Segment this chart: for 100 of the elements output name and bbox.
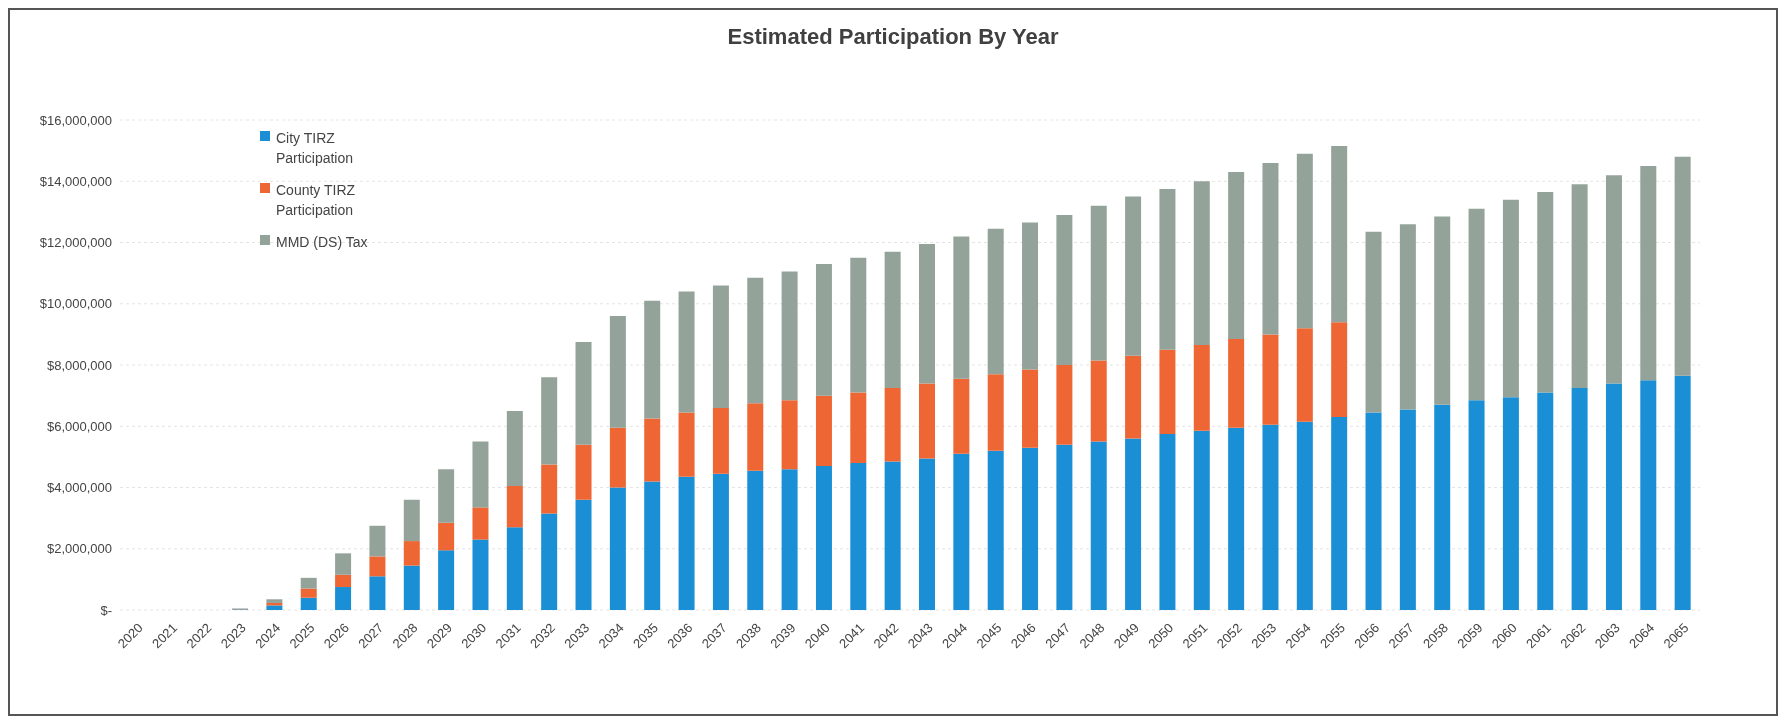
bar — [1331, 146, 1348, 323]
bar — [1468, 208, 1485, 401]
bar — [575, 342, 592, 445]
bar — [850, 392, 867, 463]
bar — [1159, 188, 1176, 350]
bar — [644, 481, 661, 610]
bar — [1502, 199, 1519, 398]
bar — [1228, 172, 1245, 339]
bar — [1193, 430, 1210, 610]
bar — [747, 470, 764, 610]
bar — [678, 412, 695, 477]
bar — [1640, 380, 1657, 610]
bar — [884, 251, 901, 388]
bar — [1502, 397, 1519, 610]
bar — [1434, 216, 1451, 405]
bar — [1537, 191, 1554, 393]
bar — [1365, 412, 1382, 610]
bar — [541, 377, 558, 465]
bar — [266, 605, 283, 610]
bar — [1228, 427, 1245, 610]
bar — [438, 550, 455, 610]
bar — [987, 228, 1004, 375]
bar — [575, 444, 592, 500]
bar — [1640, 165, 1657, 381]
bar — [747, 277, 764, 404]
bar — [712, 285, 729, 408]
bar — [1056, 444, 1073, 610]
bar — [1399, 409, 1416, 610]
bar — [1056, 214, 1073, 365]
bar — [1365, 231, 1382, 413]
bar — [644, 418, 661, 482]
bar — [335, 553, 352, 575]
y-tick-label: $4,000,000 — [46, 480, 112, 496]
bar — [1605, 175, 1622, 384]
bar — [1262, 162, 1279, 335]
bar — [678, 291, 695, 413]
bar — [472, 539, 489, 610]
bar — [1537, 392, 1554, 610]
bar — [1605, 383, 1622, 610]
bar — [919, 458, 935, 610]
bar — [1193, 345, 1210, 431]
bar — [403, 541, 420, 566]
y-tick-label: $10,000,000 — [39, 296, 112, 312]
legend-label: City TIRZ Participation — [276, 129, 355, 168]
bar — [953, 453, 970, 610]
bar — [300, 577, 317, 589]
bar — [369, 525, 386, 557]
bar — [815, 263, 832, 396]
y-tick-label: $6,000,000 — [46, 418, 112, 434]
bar — [1090, 360, 1107, 442]
bar — [472, 507, 489, 540]
bar — [403, 499, 420, 542]
bar — [1125, 196, 1142, 356]
bar — [438, 469, 455, 523]
y-tick-label: $2,000,000 — [46, 541, 112, 557]
bar — [850, 257, 867, 393]
bar — [1674, 156, 1691, 376]
bar — [850, 463, 867, 610]
bar — [369, 576, 386, 610]
bar — [1331, 417, 1348, 610]
bar — [609, 427, 626, 488]
bar — [815, 395, 832, 467]
y-tick-label: $14,000,000 — [39, 173, 112, 189]
bar — [541, 464, 558, 514]
y-tick-label: $16,000,000 — [39, 112, 112, 128]
bar — [609, 487, 626, 610]
bar — [575, 499, 592, 610]
bar — [1056, 365, 1073, 445]
bar — [953, 378, 970, 454]
bar — [541, 513, 558, 610]
bar — [335, 587, 352, 610]
y-tick-label: $- — [100, 602, 112, 618]
bar — [609, 316, 626, 428]
bar — [1090, 441, 1107, 610]
bar — [1022, 447, 1039, 610]
bar — [506, 527, 523, 610]
bar — [781, 271, 798, 401]
bar — [987, 450, 1004, 610]
bar — [1262, 334, 1279, 425]
bar — [506, 410, 523, 486]
bar — [1159, 349, 1176, 434]
bar — [1262, 424, 1279, 610]
bar — [369, 556, 386, 577]
bar — [1125, 355, 1142, 439]
bar — [1090, 205, 1107, 361]
bar — [1331, 322, 1348, 418]
bar — [506, 485, 523, 528]
bar — [300, 597, 317, 610]
y-tick-label: $8,000,000 — [46, 357, 112, 373]
bar — [815, 466, 832, 610]
bar — [1228, 338, 1245, 428]
bar — [438, 522, 455, 551]
bar — [1296, 421, 1313, 610]
bar — [919, 383, 935, 459]
bar — [884, 461, 901, 610]
bar — [712, 407, 729, 474]
bar — [1296, 153, 1313, 329]
bar — [1468, 400, 1485, 610]
bar — [1159, 433, 1176, 610]
bar — [1571, 184, 1588, 388]
